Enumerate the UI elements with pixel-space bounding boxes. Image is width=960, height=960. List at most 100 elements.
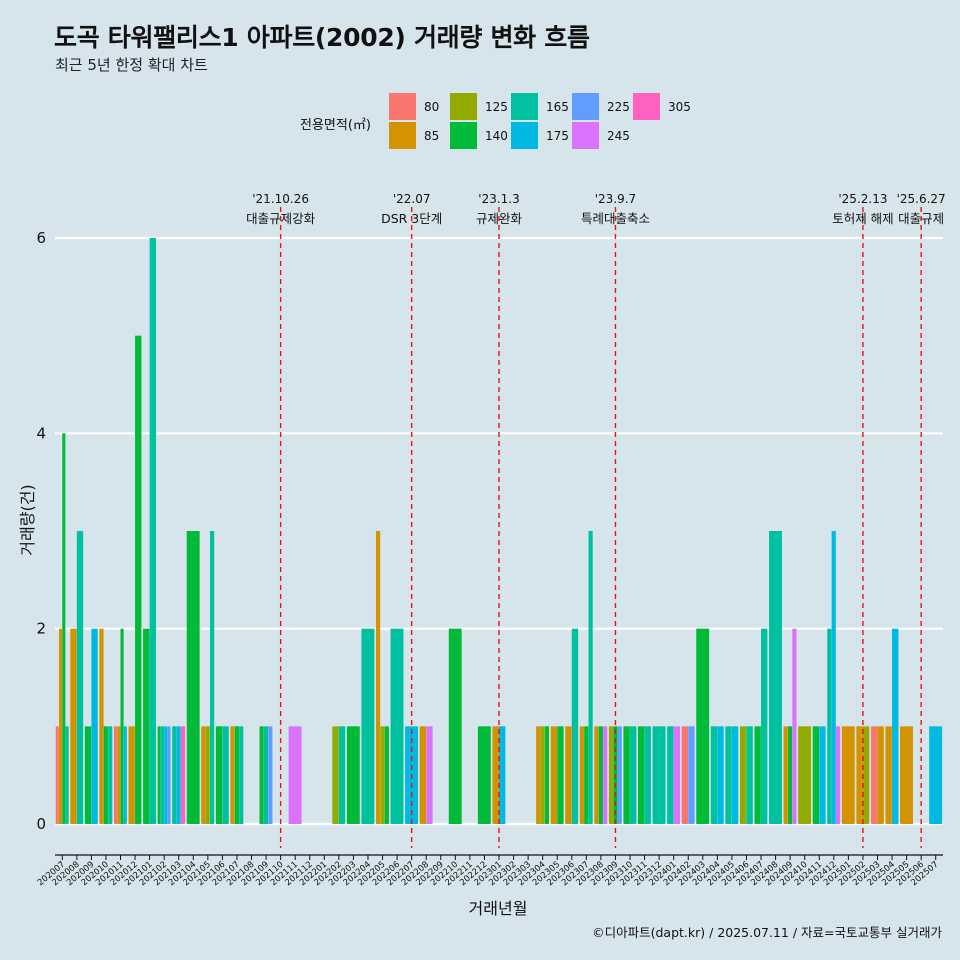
legend-label: 165: [546, 100, 569, 114]
bar-202205-140: [384, 726, 389, 824]
bar-202304-125: [540, 726, 545, 824]
bar-202407-165: [761, 628, 768, 824]
bar-202306-85: [565, 726, 572, 824]
bar-202310-140: [623, 726, 630, 824]
bar-202202-125: [332, 726, 339, 824]
bar-202007-80: [55, 726, 59, 824]
legend-swatch: [511, 122, 538, 149]
bar-202308-85: [594, 726, 599, 824]
bar-202102-165: [160, 726, 164, 824]
bar-202008-85: [70, 628, 77, 824]
bar-202009-140: [84, 726, 92, 824]
bar-202010-85: [99, 628, 104, 824]
event-label: 특례대출축소: [581, 211, 650, 226]
bar-202306-165: [571, 628, 579, 824]
legend-label: 125: [485, 100, 508, 114]
bar-202101-165: [149, 238, 156, 824]
bar-202409-245: [792, 628, 797, 824]
legend-label: 175: [546, 129, 569, 143]
bar-202011-175: [123, 726, 127, 824]
bar-202402-225: [688, 726, 695, 824]
bar-202408-165: [769, 531, 782, 824]
bar-202411-175: [819, 726, 826, 824]
bar-202411-140: [812, 726, 820, 824]
bar-202401-165: [667, 726, 674, 824]
bar-202309-125: [608, 726, 614, 824]
bar-202409-140: [787, 726, 793, 824]
bar-202107-85: [230, 726, 235, 824]
legend-label: 225: [607, 100, 630, 114]
bar-202011-140: [120, 628, 124, 824]
bar-202310-165: [630, 726, 637, 824]
bar-202406-165: [746, 726, 753, 824]
bar-202011-80: [113, 726, 118, 824]
event-label: 대출규제강화: [246, 211, 316, 226]
event-date: '21.10.26: [252, 192, 309, 206]
bar-202404-165: [710, 726, 718, 824]
bar-202010-140: [103, 726, 108, 824]
bar-202403-140: [696, 628, 710, 824]
bar-202311-140: [638, 726, 645, 824]
bar-202208-245: [426, 726, 433, 824]
event-date: '25.2.13: [838, 192, 887, 206]
bar-202307-165: [588, 531, 593, 824]
bar-202007-85: [59, 628, 63, 824]
event-date: '23.9.7: [595, 192, 636, 206]
bar-202405-175: [731, 726, 739, 824]
legend-label: 85: [424, 129, 440, 143]
bar-202109-225: [268, 726, 273, 824]
y-tick-label: 0: [36, 815, 46, 833]
bar-202502-125: [862, 726, 870, 824]
bar-202307-85: [579, 726, 584, 824]
legend-label: 305: [668, 100, 691, 114]
bar-202103-305: [180, 726, 186, 824]
legend-swatch: [389, 93, 416, 120]
y-tick-label: 6: [36, 229, 46, 247]
bar-202104-140: [186, 531, 200, 824]
bar-202401-245: [673, 726, 681, 824]
bar-202106-165: [222, 726, 229, 824]
bar-202206-165: [390, 628, 404, 824]
legend-label: 80: [424, 100, 440, 114]
bar-202407-140: [754, 726, 761, 824]
bar-202412-245: [836, 726, 841, 824]
bar-202007-140: [62, 433, 66, 824]
bar-202007-165: [65, 726, 69, 824]
bar-202109-165: [263, 726, 269, 824]
event-label: 토허제 해제: [832, 211, 893, 226]
bar-202312-165: [652, 726, 666, 824]
bar-202212-140: [477, 726, 491, 824]
chart-title: 도곡 타워팰리스1 아파트(2002) 거래량 변화 흐름: [54, 23, 590, 52]
bar-202202-165: [338, 726, 346, 824]
bar-202105-165: [210, 531, 215, 824]
bar-202304-140: [544, 726, 550, 824]
legend-swatch: [389, 122, 416, 149]
bar-202101-140: [143, 628, 150, 824]
bar-202103-175: [176, 726, 181, 824]
bar-202105-125: [205, 726, 210, 824]
bar-202501-85: [841, 726, 855, 824]
source-caption: ©디아파트(dapt.kr) / 2025.07.11 / 자료=국토교통부 실…: [592, 925, 942, 940]
bar-202008-165: [76, 531, 84, 824]
bar-202105-85: [201, 726, 206, 824]
legend-label: 245: [607, 129, 630, 143]
x-axis-title: 거래년월: [469, 899, 528, 918]
bar-202311-165: [644, 726, 651, 824]
bar-202309-225: [617, 726, 622, 824]
bar-202102-175: [164, 726, 168, 824]
bar-202410-125: [798, 726, 812, 824]
bar-202305-140: [557, 726, 564, 824]
bar-202304-85: [536, 726, 541, 824]
bar-202503-80: [870, 726, 878, 824]
bar-202504-175: [892, 628, 899, 824]
bar-202012-140: [135, 335, 142, 824]
y-tick-label: 2: [36, 620, 46, 638]
bar-202102-140: [157, 726, 161, 824]
event-label: DSR 3단계: [381, 211, 442, 226]
bar-202402-80: [681, 726, 689, 824]
bar-202208-85: [419, 726, 427, 824]
event-date: '25.6.27: [897, 192, 946, 206]
bar-202107-165: [239, 726, 244, 824]
bar-202412-165: [827, 628, 832, 824]
bar-202308-140: [598, 726, 603, 824]
